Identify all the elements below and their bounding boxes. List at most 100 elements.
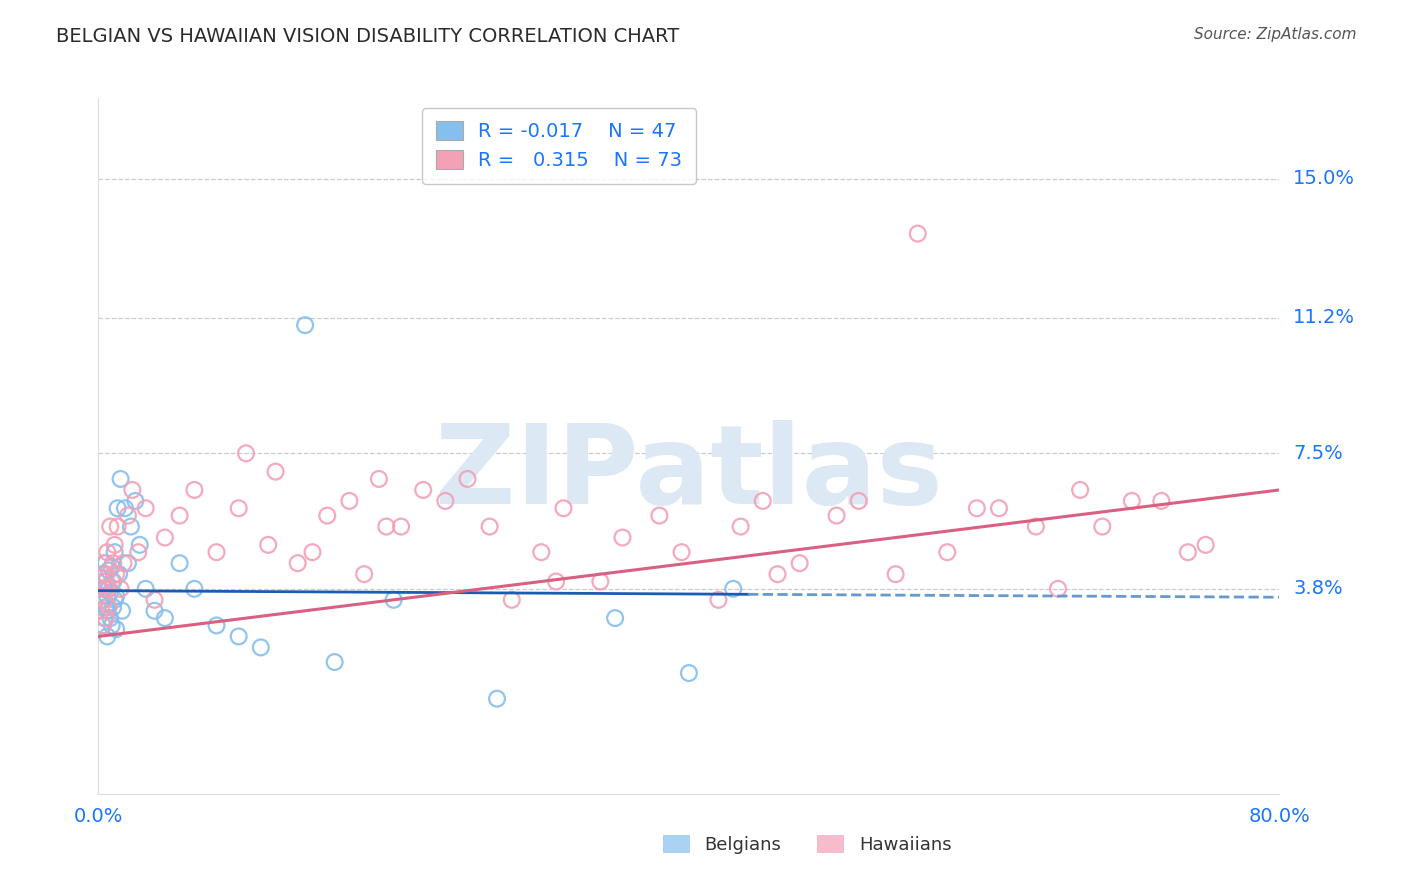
Text: Source: ZipAtlas.com: Source: ZipAtlas.com — [1194, 27, 1357, 42]
Point — [264, 465, 287, 479]
Point — [589, 574, 612, 589]
Point — [103, 574, 125, 589]
Point — [553, 501, 575, 516]
Point — [228, 501, 250, 516]
Point — [966, 501, 988, 516]
Point — [107, 501, 129, 516]
Point — [110, 472, 132, 486]
Point — [127, 545, 149, 559]
Point — [112, 556, 135, 570]
Point — [111, 604, 134, 618]
Point — [105, 589, 128, 603]
Point — [730, 519, 752, 533]
Point — [936, 545, 959, 559]
Point — [96, 582, 118, 596]
Point — [501, 592, 523, 607]
Point — [96, 589, 118, 603]
Point — [91, 567, 114, 582]
Point — [94, 611, 117, 625]
Point — [752, 494, 775, 508]
Point — [108, 567, 131, 582]
Point — [678, 666, 700, 681]
Point — [169, 508, 191, 523]
Point — [104, 545, 127, 559]
Point — [382, 592, 405, 607]
Point — [1150, 494, 1173, 508]
Point — [1195, 538, 1218, 552]
Point — [530, 545, 553, 559]
Point — [153, 611, 176, 625]
Point — [766, 567, 789, 582]
Point — [96, 545, 118, 559]
Point — [457, 472, 479, 486]
Point — [612, 531, 634, 545]
Point — [486, 691, 509, 706]
Point — [94, 574, 117, 589]
Point — [294, 318, 316, 333]
Point — [100, 574, 122, 589]
Point — [104, 592, 127, 607]
Point — [93, 592, 115, 607]
Point — [103, 556, 125, 570]
Point — [671, 545, 693, 559]
Point — [183, 582, 205, 596]
Point — [1121, 494, 1143, 508]
Point — [91, 574, 114, 589]
Point — [104, 538, 127, 552]
Point — [105, 567, 128, 582]
Point — [100, 559, 122, 574]
Point — [96, 629, 118, 643]
Point — [90, 592, 112, 607]
Point — [257, 538, 280, 552]
Point — [478, 519, 501, 533]
Point — [183, 483, 205, 497]
Point — [287, 556, 309, 570]
Point — [789, 556, 811, 570]
Point — [143, 592, 166, 607]
Point — [96, 604, 118, 618]
Point — [124, 494, 146, 508]
Point — [100, 618, 122, 632]
Point — [120, 519, 142, 533]
Point — [848, 494, 870, 508]
Point — [169, 556, 191, 570]
Point — [707, 592, 730, 607]
Point — [105, 622, 128, 636]
Point — [94, 567, 117, 582]
Point — [723, 582, 745, 596]
Point — [412, 483, 434, 497]
Point — [375, 519, 398, 533]
Point — [988, 501, 1011, 516]
Point — [605, 611, 627, 625]
Point — [98, 585, 121, 599]
Point — [128, 538, 150, 552]
Point — [353, 567, 375, 582]
Point — [205, 545, 228, 559]
Point — [907, 227, 929, 241]
Point — [1091, 519, 1114, 533]
Point — [94, 556, 117, 570]
Point — [825, 508, 848, 523]
Point — [301, 545, 323, 559]
Point — [546, 574, 568, 589]
Point — [98, 519, 121, 533]
Point — [89, 582, 111, 596]
Point — [117, 508, 139, 523]
Point — [143, 604, 166, 618]
Point — [205, 618, 228, 632]
Point — [323, 655, 346, 669]
Text: 3.8%: 3.8% — [1294, 579, 1343, 599]
Point — [94, 600, 117, 615]
Point — [114, 501, 136, 516]
Text: 7.5%: 7.5% — [1294, 444, 1343, 463]
Legend: Belgians, Hawaiians: Belgians, Hawaiians — [655, 828, 959, 862]
Point — [884, 567, 907, 582]
Text: ZIPatlas: ZIPatlas — [434, 420, 943, 527]
Text: 11.2%: 11.2% — [1294, 309, 1355, 327]
Point — [103, 600, 125, 615]
Point — [93, 556, 115, 570]
Point — [1069, 483, 1091, 497]
Point — [339, 494, 361, 508]
Point — [1177, 545, 1199, 559]
Point — [93, 582, 115, 596]
